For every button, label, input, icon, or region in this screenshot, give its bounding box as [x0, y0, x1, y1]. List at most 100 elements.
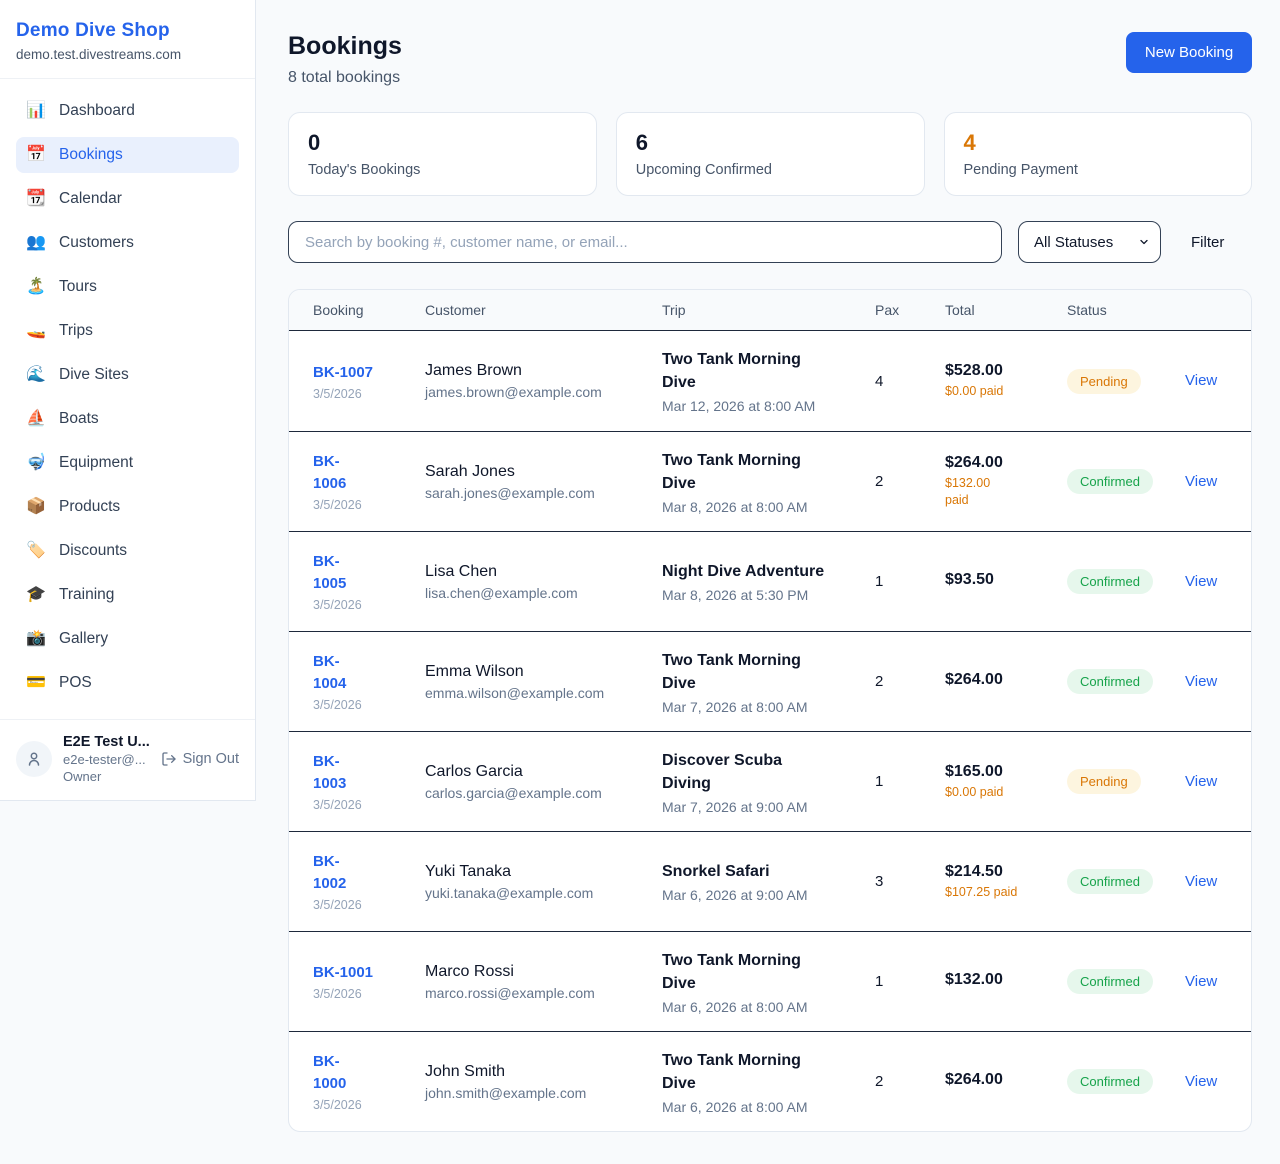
customer-name: Carlos Garcia	[425, 762, 523, 780]
person-icon	[28, 752, 40, 766]
view-link[interactable]: View	[1185, 1072, 1218, 1090]
trip-title: Two Tank Morning Dive	[662, 1051, 801, 1092]
table-header-row: Booking Customer Trip Pax Total Status	[289, 290, 1252, 331]
sidebar-item-tours[interactable]: 🏝️ Tours	[16, 269, 239, 305]
trip-datetime: Mar 7, 2026 at 9:00 AM	[662, 798, 808, 815]
sidebar-item-dive-sites[interactable]: 🌊 Dive Sites	[16, 357, 239, 393]
customer-email: john.smith@example.com	[425, 1084, 587, 1101]
status-cell: Confirmed	[1067, 469, 1185, 494]
paid-amount: $132.00 paid	[945, 476, 991, 507]
paid-amount: $107.25 paid	[945, 884, 1018, 899]
booking-number-link[interactable]: BK- 1005	[313, 553, 347, 592]
sidebar-item-dashboard[interactable]: 📊 Dashboard	[16, 93, 239, 129]
brand-domain: demo.test.divestreams.com	[16, 47, 182, 62]
sidebar-item-label: Gallery	[59, 630, 109, 647]
sidebar-item-customers[interactable]: 👥 Customers	[16, 225, 239, 261]
sidebar-item-calendar[interactable]: 📆 Calendar	[16, 181, 239, 217]
trip-datetime: Mar 12, 2026 at 8:00 AM	[662, 398, 816, 414]
status-cell: Confirmed	[1067, 1069, 1185, 1094]
total-cell: $132.00	[945, 971, 1067, 992]
sidebar-item-products[interactable]: 📦 Products	[16, 489, 239, 525]
actions-cell: View	[1185, 473, 1227, 491]
trip-cell: Two Tank Morning Dive Mar 8, 2026 at 8:0…	[662, 449, 875, 515]
actions-cell: View	[1185, 372, 1227, 390]
view-link[interactable]: View	[1185, 672, 1218, 690]
trip-cell: Discover Scuba Diving Mar 7, 2026 at 9:0…	[662, 749, 875, 815]
booking-number-link[interactable]: BK-1007	[313, 363, 374, 381]
status-filter-select[interactable]: All Statuses	[1018, 221, 1161, 263]
sidebar-item-pos[interactable]: 💳 POS	[16, 665, 239, 701]
new-booking-button[interactable]: New Booking	[1125, 32, 1253, 73]
customer-email: james.brown@example.com	[425, 384, 602, 400]
search-input[interactable]	[288, 221, 1002, 263]
filter-row: All Statuses Filter	[288, 221, 1252, 263]
total-amount: $93.50	[945, 571, 994, 588]
pax-count: 3	[875, 873, 884, 890]
booking-number-link[interactable]: BK- 1002	[313, 853, 347, 892]
booking-number-link[interactable]: BK- 1000	[313, 1053, 347, 1092]
booking-cell: BK- 1005 3/5/2026	[313, 551, 425, 612]
actions-cell: View	[1185, 973, 1227, 991]
pax-count: 1	[875, 573, 884, 590]
page-header: Bookings 8 total bookings New Booking	[288, 32, 1253, 87]
trip-datetime: Mar 6, 2026 at 8:00 AM	[662, 1098, 808, 1115]
customer-email: yuki.tanaka@example.com	[425, 884, 594, 901]
brand-title: Demo Dive Shop	[16, 20, 170, 41]
diving-mask-icon: 🤿	[26, 454, 46, 471]
total-amount: $165.00	[945, 762, 1003, 780]
sign-out-button[interactable]: Sign Out	[161, 751, 239, 767]
status-cell: Confirmed	[1067, 669, 1185, 694]
booking-number-link[interactable]: BK- 1004	[313, 653, 347, 692]
table-row: BK- 1006 3/5/2026 Sarah Jones sarah.jone…	[289, 431, 1252, 531]
col-header-status: Status	[1067, 302, 1107, 318]
table-row: BK- 1000 3/5/2026 John Smith john.smith@…	[289, 1031, 1252, 1131]
price-tag-icon: 🏷️	[26, 542, 46, 559]
sidebar-item-gallery[interactable]: 📸 Gallery	[16, 621, 239, 657]
sidebar-item-label: Calendar	[59, 190, 122, 207]
pax-count: 2	[875, 473, 884, 490]
pax-count: 1	[875, 973, 884, 990]
booking-date: 3/5/2026	[313, 386, 362, 401]
sidebar-item-training[interactable]: 🎓 Training	[16, 577, 239, 613]
stat-card-pending-payment: 4 Pending Payment	[943, 112, 1253, 196]
paid-amount: $0.00 paid	[945, 784, 1004, 799]
sidebar-item-label: Trips	[59, 322, 93, 339]
view-link[interactable]: View	[1185, 372, 1218, 389]
view-link[interactable]: View	[1185, 472, 1218, 490]
booking-number-link[interactable]: BK- 1003	[313, 753, 347, 792]
table-row: BK- 1004 3/5/2026 Emma Wilson emma.wilso…	[289, 631, 1252, 731]
ocean-wave-icon: 🌊	[26, 366, 46, 383]
stat-card-upcoming-confirmed: 6 Upcoming Confirmed	[615, 112, 925, 196]
stat-label: Today's Bookings	[308, 162, 421, 179]
trip-title: Discover Scuba Diving	[662, 751, 783, 792]
view-link[interactable]: View	[1185, 972, 1218, 990]
sidebar-item-discounts[interactable]: 🏷️ Discounts	[16, 533, 239, 569]
booking-number-link[interactable]: BK- 1006	[313, 453, 347, 492]
total-amount: $264.00	[945, 671, 1003, 688]
sidebar-item-equipment[interactable]: 🤿 Equipment	[16, 445, 239, 481]
filter-button[interactable]: Filter	[1191, 233, 1225, 251]
customer-cell: Emma Wilson emma.wilson@example.com	[425, 663, 662, 701]
table-row: BK- 1005 3/5/2026 Lisa Chen lisa.chen@ex…	[289, 531, 1252, 631]
status-cell: Confirmed	[1067, 569, 1185, 594]
sidebar-item-bookings[interactable]: 📅 Bookings	[16, 137, 239, 173]
pax-count: 1	[875, 773, 884, 790]
sidebar-item-trips[interactable]: 🚤 Trips	[16, 313, 239, 349]
sidebar-item-label: POS	[59, 674, 92, 691]
view-link[interactable]: View	[1185, 572, 1218, 590]
customer-name: Lisa Chen	[425, 562, 498, 580]
user-meta: E2E Test U... e2e-tester@... Owner	[63, 734, 150, 784]
total-cell: $264.00	[945, 671, 1067, 692]
pax-count: 4	[875, 372, 884, 390]
sidebar-item-label: Customers	[59, 234, 134, 251]
view-link[interactable]: View	[1185, 872, 1218, 890]
customer-cell: Marco Rossi marco.rossi@example.com	[425, 963, 662, 1001]
view-link[interactable]: View	[1185, 772, 1218, 790]
booking-date: 3/5/2026	[313, 898, 362, 912]
booking-cell: BK- 1000 3/5/2026	[313, 1051, 425, 1112]
booking-number-link[interactable]: BK-1001	[313, 964, 374, 981]
customer-name: John Smith	[425, 1062, 506, 1080]
status-cell: Pending	[1067, 368, 1185, 394]
booking-cell: BK- 1006 3/5/2026	[313, 451, 425, 512]
sidebar-item-boats[interactable]: ⛵ Boats	[16, 401, 239, 437]
